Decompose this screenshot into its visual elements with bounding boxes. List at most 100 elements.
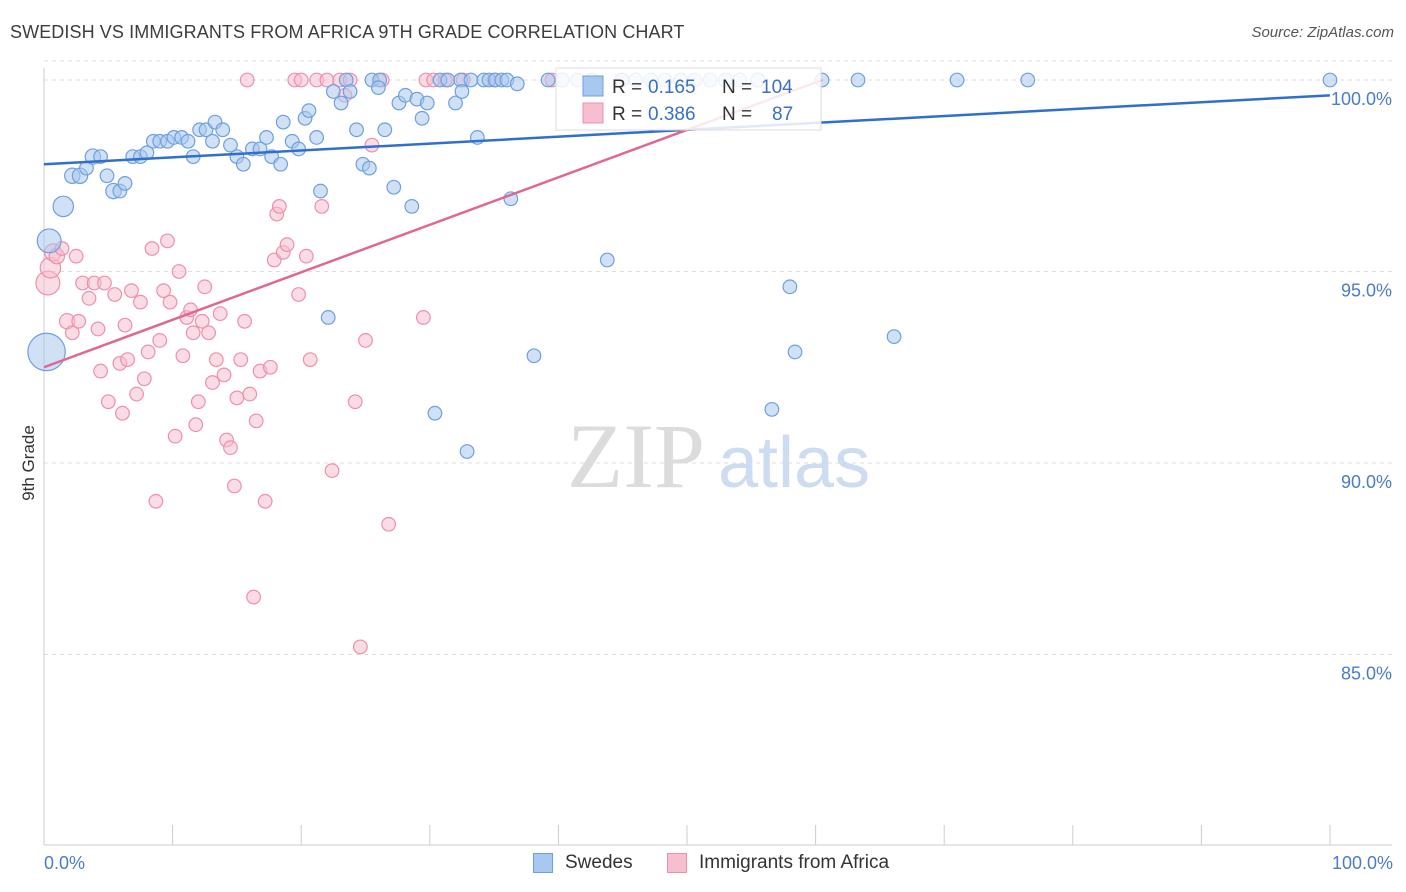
- swedes-point: [27, 332, 66, 372]
- watermark-atlas: atlas: [718, 423, 870, 503]
- immigrants-point: [136, 371, 152, 387]
- swedes-point: [440, 72, 456, 88]
- y-tick-label: 90.0%: [1341, 472, 1392, 492]
- watermark-zip: ZIP: [567, 405, 705, 507]
- immigrants-point: [156, 283, 171, 299]
- immigrants-point: [324, 463, 340, 479]
- swedes-point: [448, 95, 463, 111]
- swedes-point: [309, 130, 325, 145]
- immigrants-point: [185, 325, 201, 341]
- swedes-point: [850, 72, 866, 88]
- immigrants-point: [271, 198, 287, 214]
- immigrants-point: [347, 394, 363, 410]
- immigrants-point: [117, 317, 133, 333]
- immigrants-point: [291, 287, 307, 302]
- immigrants-point: [239, 72, 255, 88]
- immigrants-point: [381, 516, 397, 532]
- swedes-point: [275, 114, 291, 130]
- immigrants-point: [129, 386, 144, 402]
- swedes-point: [764, 401, 780, 417]
- swedes-point: [419, 95, 435, 111]
- swedes-point: [205, 133, 220, 149]
- immigrants-point: [162, 294, 178, 310]
- swedes-point: [949, 72, 965, 88]
- immigrants-point: [133, 294, 148, 310]
- swedes-point: [180, 133, 196, 149]
- x-tick-label: 100.0%: [1332, 853, 1393, 873]
- swedes-point: [291, 141, 307, 157]
- swedes-point: [886, 329, 902, 345]
- axes: [43, 68, 1392, 846]
- bottom-legend-label-swedes: Swedes: [565, 852, 633, 873]
- immigrants-point: [298, 248, 314, 264]
- swedes-point: [377, 122, 393, 138]
- immigrants-point: [97, 275, 112, 291]
- swedes-point: [427, 405, 443, 421]
- immigrants-point: [124, 283, 139, 299]
- swedes-point: [386, 179, 402, 195]
- immigrants-point: [205, 375, 220, 390]
- chart-title: SWEDISH VS IMMIGRANTS FROM AFRICA 9TH GR…: [10, 22, 685, 42]
- swedes-point: [526, 348, 542, 364]
- immigrants-swatch: [667, 853, 687, 873]
- immigrants-point: [279, 237, 295, 253]
- swedes-point: [333, 95, 349, 111]
- immigrants-point: [107, 287, 123, 302]
- immigrants-point: [64, 325, 80, 341]
- immigrants-point: [208, 352, 224, 367]
- swedes-point: [301, 103, 317, 119]
- swedes-point: [782, 279, 798, 295]
- immigrants-point: [352, 639, 368, 655]
- immigrants-point: [223, 440, 238, 456]
- immigrants-point: [140, 344, 156, 360]
- legend-swatch-immigrants: [582, 102, 604, 124]
- bottom-legend-item-swedes: Swedes: [533, 852, 633, 874]
- swedes-point: [361, 160, 377, 176]
- immigrants-point: [248, 413, 264, 429]
- source-label: Source: ZipAtlas.com: [1251, 24, 1394, 41]
- swedes-point: [36, 228, 62, 254]
- swedes-point: [787, 344, 803, 360]
- immigrants-point: [314, 198, 330, 214]
- legend-r-label: R =: [612, 77, 642, 98]
- immigrants-point: [212, 306, 228, 322]
- immigrants-point: [188, 417, 204, 433]
- immigrants-point: [68, 248, 84, 264]
- immigrants-point: [358, 333, 373, 348]
- immigrants-point: [120, 352, 135, 367]
- bottom-legend-item-immigrants: Immigrants from Africa: [667, 852, 889, 874]
- swedes-point: [325, 84, 341, 99]
- legend-swatch-swedes: [582, 75, 604, 97]
- swedes-point: [320, 310, 336, 325]
- immigrants-point: [237, 313, 253, 329]
- immigrants-point: [93, 363, 108, 379]
- bottom-legend-label-immigrants: Immigrants from Africa: [699, 852, 890, 873]
- swedes-point: [223, 137, 238, 153]
- immigrants-point: [115, 405, 130, 421]
- x-tick-label: 0.0%: [44, 853, 85, 873]
- swedes-point: [599, 252, 615, 268]
- swedes-point: [259, 130, 274, 145]
- bottom-legend: Swedes Immigrants from Africa: [0, 852, 1406, 878]
- immigrants-point: [152, 333, 168, 348]
- swedes-point: [52, 195, 75, 218]
- immigrants-point: [171, 264, 187, 279]
- immigrants-point: [262, 359, 278, 375]
- immigrants-point: [148, 493, 164, 509]
- immigrants-point: [100, 394, 116, 410]
- immigrants-point: [229, 390, 245, 406]
- swedes-point: [509, 76, 525, 92]
- immigrants-point: [197, 279, 213, 295]
- y-tick-label: 95.0%: [1341, 281, 1392, 301]
- immigrants-point: [233, 352, 249, 367]
- swedes-point: [454, 84, 470, 99]
- swedes-swatch: [533, 853, 553, 873]
- immigrants-point: [293, 72, 309, 88]
- swedes-point: [1322, 72, 1338, 88]
- legend-n-swedes: 104: [761, 77, 793, 98]
- legend-n-label: N =: [722, 77, 752, 98]
- swedes-point: [349, 122, 364, 138]
- swedes-point: [313, 183, 328, 199]
- legend-n-label: N =: [722, 104, 752, 125]
